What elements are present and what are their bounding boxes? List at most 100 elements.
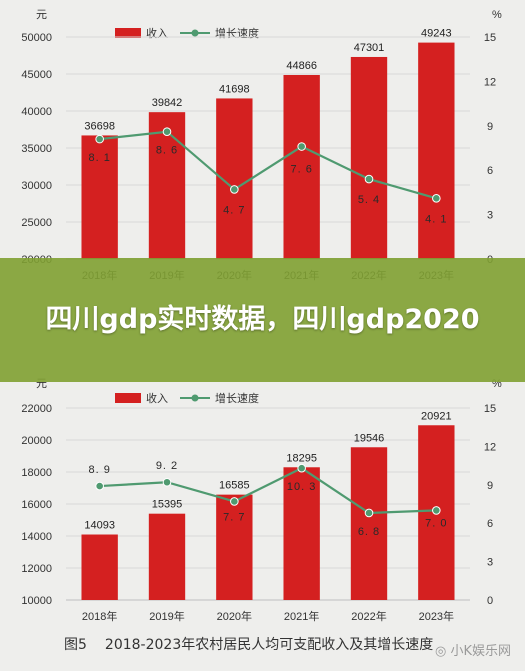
bar-value-label: 18295 (286, 452, 317, 464)
growth-rate-point (297, 463, 306, 473)
growth-rate-label: 8. 9 (88, 464, 110, 476)
y2-tick-label: 0 (487, 595, 493, 607)
bar (216, 494, 253, 600)
y2-axis-unit-label: % (492, 378, 502, 390)
legend-bar-swatch (115, 28, 141, 38)
growth-rate-point (230, 497, 239, 506)
y-tick-label: 35000 (21, 143, 52, 155)
y-tick-label: 16000 (21, 499, 52, 511)
legend-bar-label: 收入 (146, 26, 168, 40)
y2-tick-label: 12 (484, 76, 496, 88)
legend-line-marker (191, 29, 199, 37)
bar-value-label: 44866 (286, 60, 317, 72)
growth-rate-point (95, 134, 104, 144)
watermark: ◎ 小K娱乐网 (434, 644, 511, 659)
bar-value-label: 49243 (421, 28, 452, 40)
legend-bar-swatch (115, 393, 141, 403)
bar (418, 42, 455, 259)
growth-rate-point (297, 142, 306, 151)
x-tick-label: 2018年 (82, 609, 117, 623)
bar (283, 467, 320, 600)
bar-value-label: 14093 (84, 520, 115, 532)
x-tick-label: 2022年 (351, 609, 386, 623)
growth-rate-point (230, 185, 239, 194)
bar-value-label: 19546 (354, 432, 385, 444)
growth-rate-line (99, 130, 437, 200)
bar (148, 112, 186, 260)
y-axis-unit-label: 元 (36, 9, 47, 21)
bar-value-label: 15395 (152, 499, 183, 511)
legend-line-label: 增长速度 (215, 26, 259, 40)
bar-value-label: 39842 (152, 97, 183, 109)
x-tick-label: 2019年 (149, 609, 184, 623)
bar-value-label: 41698 (219, 83, 250, 95)
x-tick-label: 2020年 (217, 609, 252, 623)
growth-rate-point (162, 477, 172, 487)
legend-line-marker (191, 394, 199, 402)
bar-value-label: 20921 (421, 410, 452, 422)
bar-value-label: 16585 (219, 480, 250, 492)
figure-caption-text: 2018-2023年农村居民人均可支配收入及其增长速度 (104, 637, 434, 653)
figure-number: 图5 (64, 637, 87, 653)
growth-rate-point (432, 506, 441, 515)
y2-tick-label: 3 (487, 210, 493, 222)
y2-tick-label: 6 (487, 165, 493, 177)
bar (350, 56, 388, 260)
growth-rate-label: 10. 3 (287, 481, 316, 493)
y-tick-label: 40000 (21, 106, 52, 118)
growth-rate-label: 6. 8 (358, 526, 380, 538)
growth-rate-label: 5. 4 (358, 194, 380, 206)
bar (81, 534, 118, 600)
growth-rate-point (95, 481, 104, 491)
growth-rate-label: 8. 1 (88, 152, 110, 164)
growth-rate-label: 8. 6 (156, 145, 178, 157)
growth-rate-point (364, 508, 374, 518)
chart-rural-income-svg: 元 % 收入 增长速度 10000 12000 14000 16000 18000 20000 22… (21, 378, 502, 623)
chart-rural-income: 元% 收入 增长速度 10000 12000 14000 16000 18000 20000 22… (0, 365, 525, 630)
bar-value-label: 36698 (84, 120, 115, 132)
y2-tick-label: 9 (487, 480, 493, 492)
y2-tick-label: 12 (484, 441, 496, 453)
growth-rate-label: 7. 0 (425, 517, 447, 529)
growth-rate-point (432, 194, 441, 203)
y2-tick-label: 9 (487, 121, 493, 133)
y-tick-label: 22000 (21, 403, 52, 415)
y-tick-label: 12000 (21, 563, 52, 575)
y-tick-label: 45000 (21, 69, 52, 81)
bar-value-label: 47301 (354, 42, 385, 54)
y2-tick-label: 6 (487, 518, 493, 530)
y2-tick-label: 15 (484, 403, 496, 415)
x-tick-label: 2021年 (284, 609, 319, 623)
growth-rate-label: 4. 1 (425, 213, 447, 225)
legend-line-label: 增长速度 (215, 391, 259, 405)
growth-rate-label: 4. 7 (223, 204, 245, 216)
growth-rate-line (99, 466, 437, 515)
bar (81, 135, 118, 259)
y-tick-label: 25000 (21, 217, 52, 229)
growth-rate-label: 7. 7 (223, 511, 245, 523)
growth-rate-label: 7. 6 (290, 164, 312, 176)
figure-caption: 图5 2018-2023年农村居民人均可支配收入及其增长速度 (64, 634, 451, 654)
growth-rate-label: 9. 2 (156, 460, 178, 472)
y-tick-label: 20000 (21, 435, 52, 447)
bar (350, 447, 388, 600)
y-tick-label: 30000 (21, 180, 52, 192)
y-tick-label: 14000 (21, 531, 52, 543)
y-tick-label: 10000 (21, 595, 52, 607)
y-tick-label: 50000 (21, 32, 52, 44)
bar (148, 513, 186, 600)
x-tick-label: 2023年 (419, 609, 454, 623)
legend-bar-label: 收入 (146, 391, 168, 405)
growth-rate-point (162, 127, 172, 137)
y2-tick-label: 15 (484, 32, 496, 44)
y2-axis-unit-label: % (492, 9, 502, 21)
chart-urban-income-svg: 元%收入增长速度20000250003000035000400004500050… (21, 9, 502, 282)
y2-tick-label: 3 (487, 557, 493, 569)
y-axis-unit-label: 元 (36, 378, 47, 390)
growth-rate-point (364, 174, 374, 184)
title-banner: 四川gdp实时数据，四川gdp2020 (0, 258, 525, 382)
chart-urban-income: 元%收入增长速度20000250003000035000400004500050… (0, 0, 525, 290)
banner-title: 四川gdp实时数据，四川gdp2020 (45, 304, 480, 335)
bar (283, 74, 320, 259)
y-tick-label: 18000 (21, 467, 52, 479)
